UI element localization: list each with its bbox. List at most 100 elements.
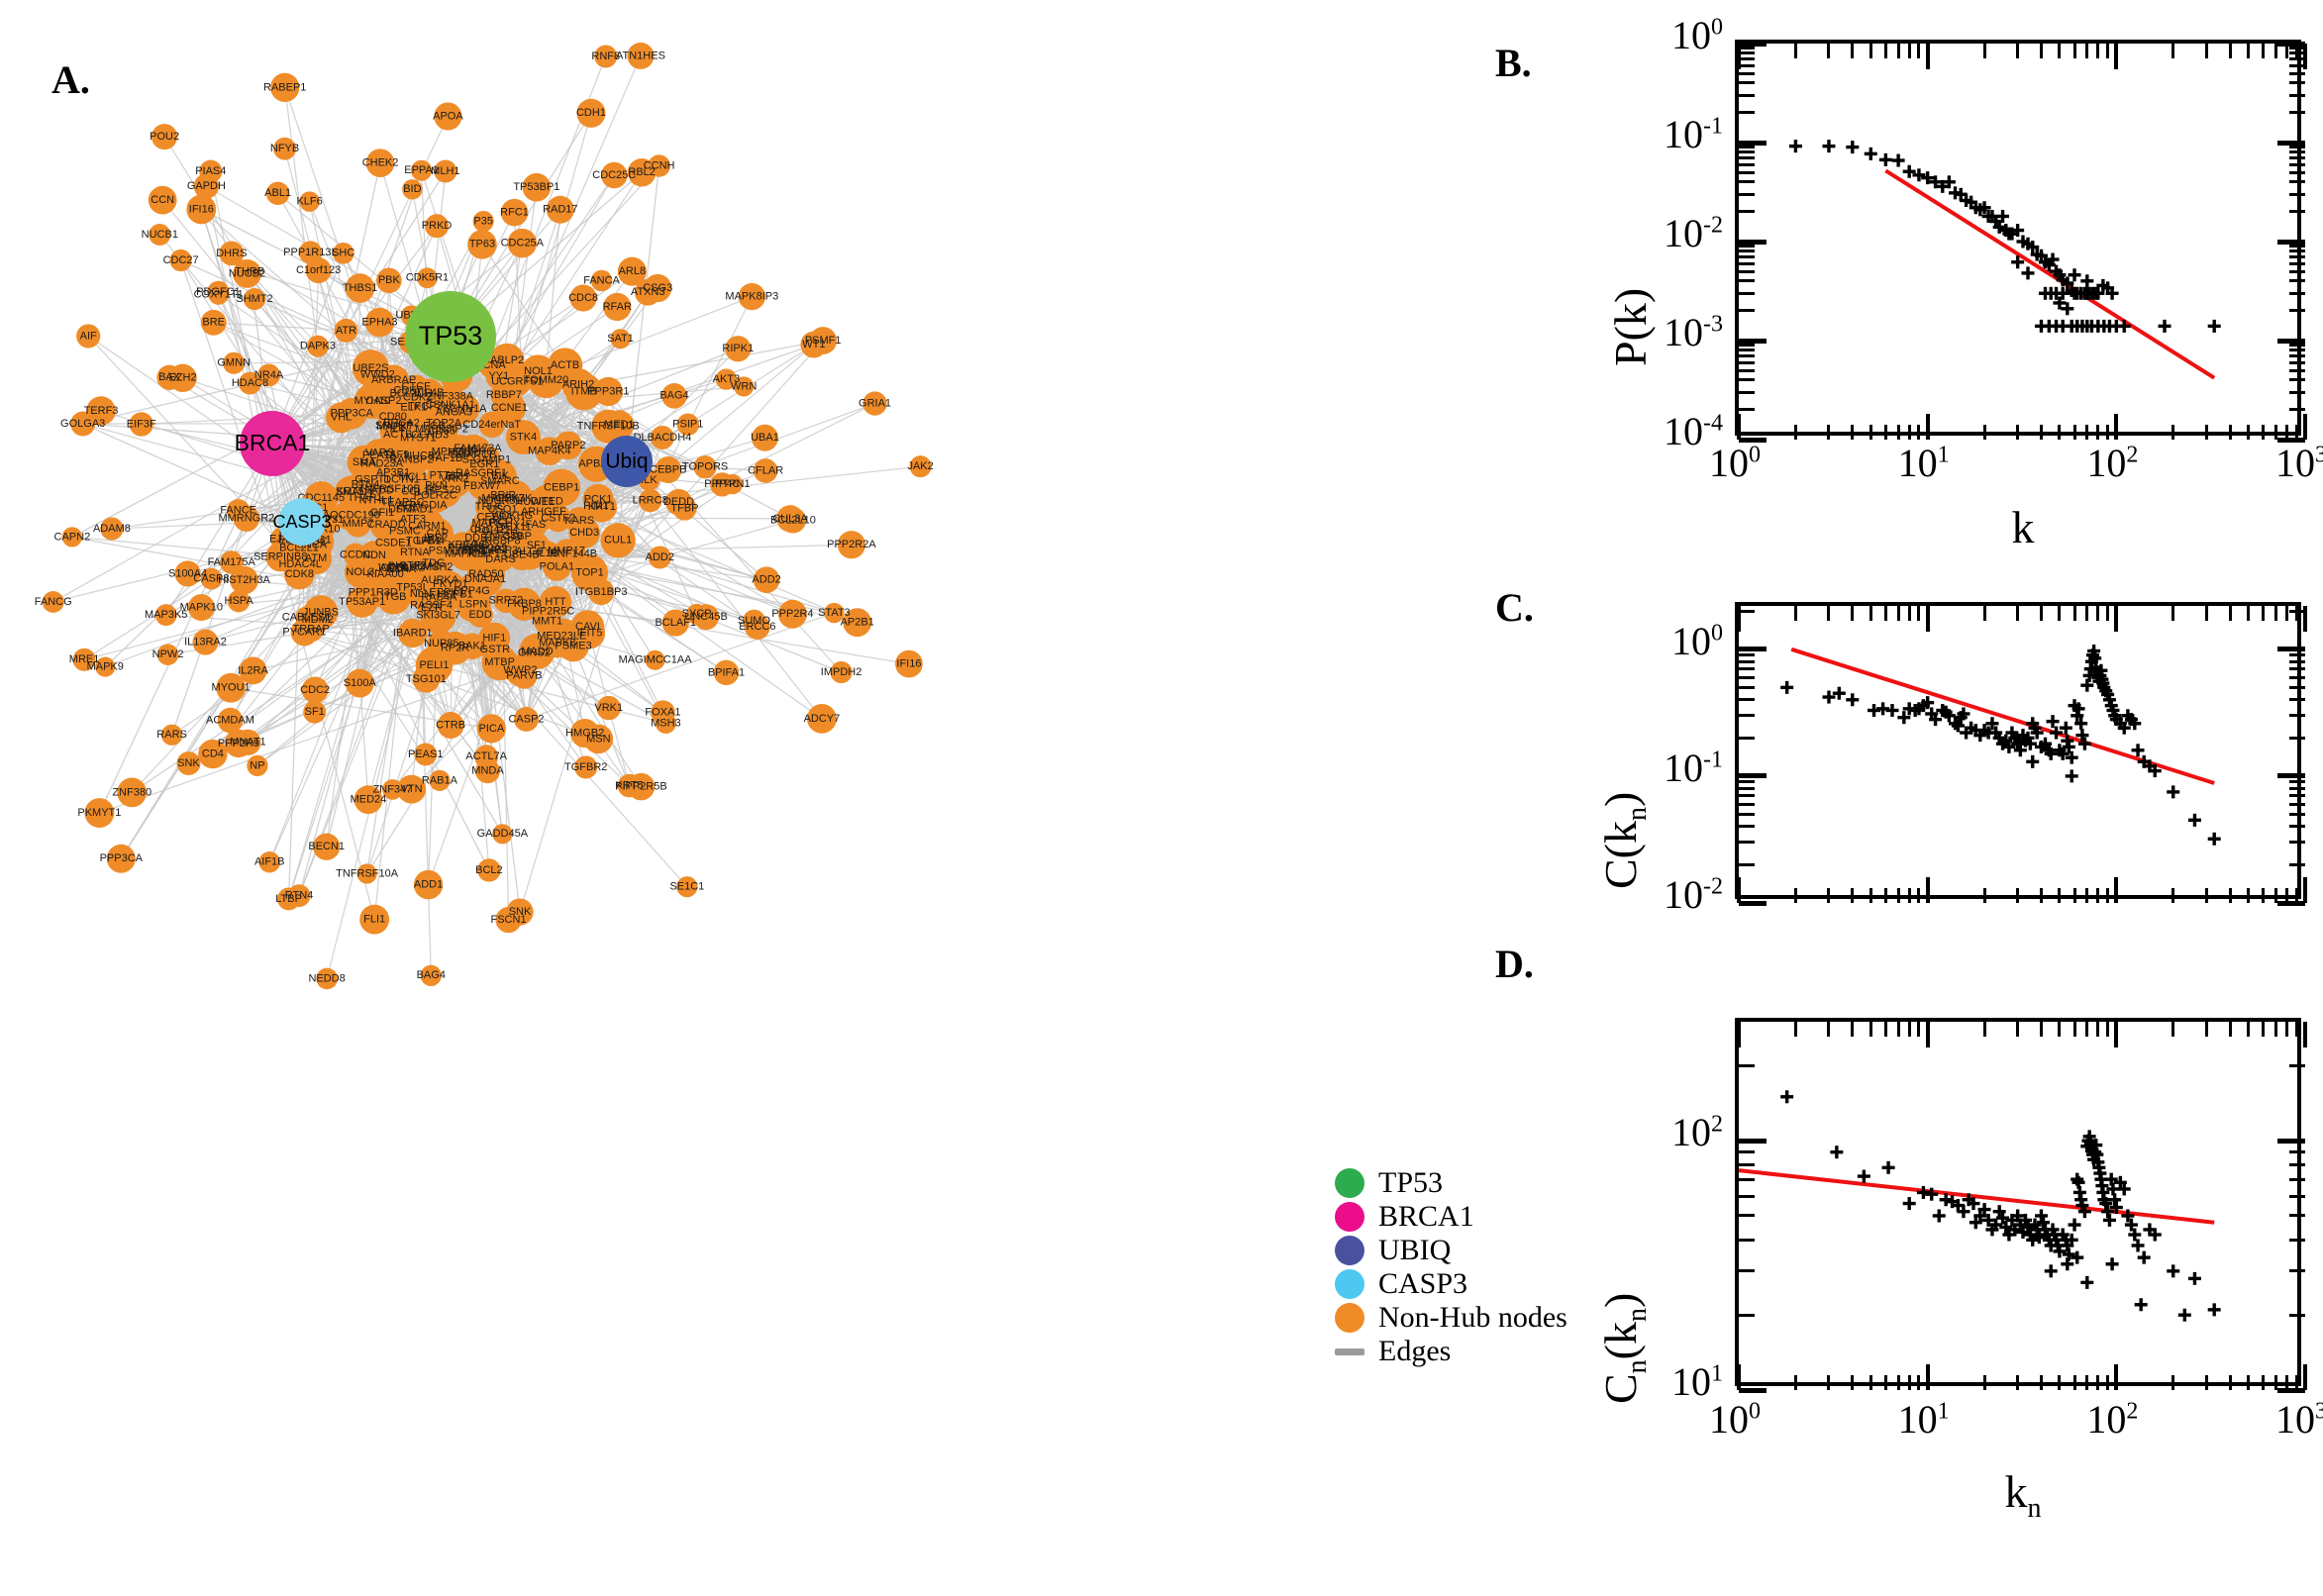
network-node[interactable] — [493, 588, 519, 614]
network-node[interactable] — [507, 228, 538, 258]
network-node[interactable] — [376, 267, 402, 294]
network-node[interactable] — [617, 773, 642, 798]
network-node[interactable] — [909, 455, 932, 478]
network-node[interactable] — [467, 602, 493, 628]
network-node[interactable] — [610, 329, 631, 349]
network-node[interactable] — [574, 755, 598, 779]
network-node[interactable] — [686, 603, 708, 625]
network-node[interactable] — [661, 609, 689, 637]
network-node[interactable] — [661, 383, 687, 409]
network-node[interactable] — [534, 541, 560, 566]
network-node[interactable] — [304, 607, 331, 634]
network-node[interactable] — [365, 149, 395, 177]
network-node[interactable] — [243, 288, 266, 311]
network-node[interactable] — [495, 906, 522, 934]
network-node[interactable] — [305, 257, 332, 284]
network-node[interactable] — [434, 159, 457, 183]
network-node[interactable] — [843, 608, 872, 638]
network-node[interactable] — [106, 844, 136, 873]
network-node[interactable] — [402, 179, 423, 200]
network-node[interactable] — [590, 269, 613, 292]
network-node[interactable] — [345, 273, 375, 303]
network-node[interactable] — [693, 455, 717, 479]
network-node[interactable] — [301, 676, 329, 704]
network-node[interactable] — [650, 425, 674, 449]
network-node[interactable] — [467, 561, 503, 597]
network-node[interactable] — [411, 159, 433, 181]
network-node[interactable] — [192, 629, 219, 655]
network-node[interactable] — [511, 662, 538, 689]
network-node[interactable] — [830, 660, 853, 684]
network-node[interactable] — [676, 413, 699, 436]
network-node[interactable] — [777, 599, 807, 629]
network-node[interactable] — [710, 472, 735, 497]
network-node[interactable] — [408, 442, 438, 471]
network-node[interactable] — [233, 259, 261, 288]
network-node[interactable] — [239, 371, 261, 395]
network-node[interactable] — [273, 137, 296, 160]
network-node[interactable] — [156, 644, 179, 665]
network-node[interactable] — [152, 124, 178, 150]
network-node[interactable] — [200, 309, 227, 336]
network-node[interactable] — [417, 267, 438, 289]
network-node[interactable] — [217, 707, 244, 734]
network-node[interactable] — [345, 511, 371, 538]
network-node[interactable] — [354, 785, 383, 815]
network-node[interactable] — [570, 553, 609, 592]
network-node[interactable] — [648, 546, 671, 569]
network-node[interactable] — [477, 858, 501, 882]
hub-node-tp53[interactable] — [405, 291, 496, 382]
network-node[interactable] — [176, 751, 201, 776]
network-node[interactable] — [76, 324, 101, 349]
network-node[interactable] — [207, 280, 230, 304]
network-node[interactable] — [186, 194, 217, 225]
network-node[interactable] — [655, 455, 682, 484]
network-node[interactable] — [627, 42, 655, 69]
network-node[interactable] — [224, 729, 253, 758]
network-node[interactable] — [557, 630, 589, 662]
network-node[interactable] — [862, 391, 887, 416]
network-node[interactable] — [713, 659, 740, 686]
network-node[interactable] — [753, 458, 778, 483]
network-node[interactable] — [522, 172, 552, 202]
network-node[interactable] — [169, 249, 192, 272]
network-node[interactable] — [299, 191, 320, 212]
network-node[interactable] — [465, 436, 490, 461]
network-node[interactable] — [187, 594, 215, 622]
network-node[interactable] — [474, 745, 499, 769]
network-node[interactable] — [546, 195, 574, 224]
network-node[interactable] — [356, 863, 377, 884]
network-node[interactable] — [306, 335, 329, 357]
network-node[interactable] — [591, 409, 626, 444]
network-node[interactable] — [603, 292, 632, 322]
network-node[interactable] — [70, 411, 96, 437]
network-node[interactable] — [576, 98, 606, 128]
network-node[interactable] — [601, 161, 628, 189]
network-node[interactable] — [554, 539, 579, 563]
network-node[interactable] — [489, 343, 525, 378]
network-node[interactable] — [458, 633, 486, 660]
network-node[interactable] — [473, 506, 507, 540]
network-node[interactable] — [521, 354, 556, 389]
network-node[interactable] — [415, 647, 454, 684]
network-node[interactable] — [547, 348, 583, 383]
network-node[interactable] — [414, 743, 438, 766]
network-node[interactable] — [404, 487, 441, 524]
network-node[interactable] — [413, 869, 444, 900]
network-node[interactable] — [837, 531, 865, 559]
network-node[interactable] — [476, 714, 506, 744]
network-node[interactable] — [364, 307, 395, 338]
network-node[interactable] — [117, 777, 148, 808]
network-node[interactable] — [468, 472, 497, 501]
network-node[interactable] — [154, 604, 177, 627]
network-node[interactable] — [174, 560, 201, 587]
network-node[interactable] — [429, 416, 454, 443]
network-node[interactable] — [265, 181, 290, 206]
network-node[interactable] — [420, 522, 453, 554]
network-node[interactable] — [627, 158, 656, 187]
hub-node-brca1[interactable] — [240, 411, 305, 476]
network-node[interactable] — [397, 774, 427, 804]
network-node[interactable] — [366, 384, 400, 418]
network-node[interactable] — [390, 550, 422, 582]
network-node[interactable] — [582, 483, 614, 516]
